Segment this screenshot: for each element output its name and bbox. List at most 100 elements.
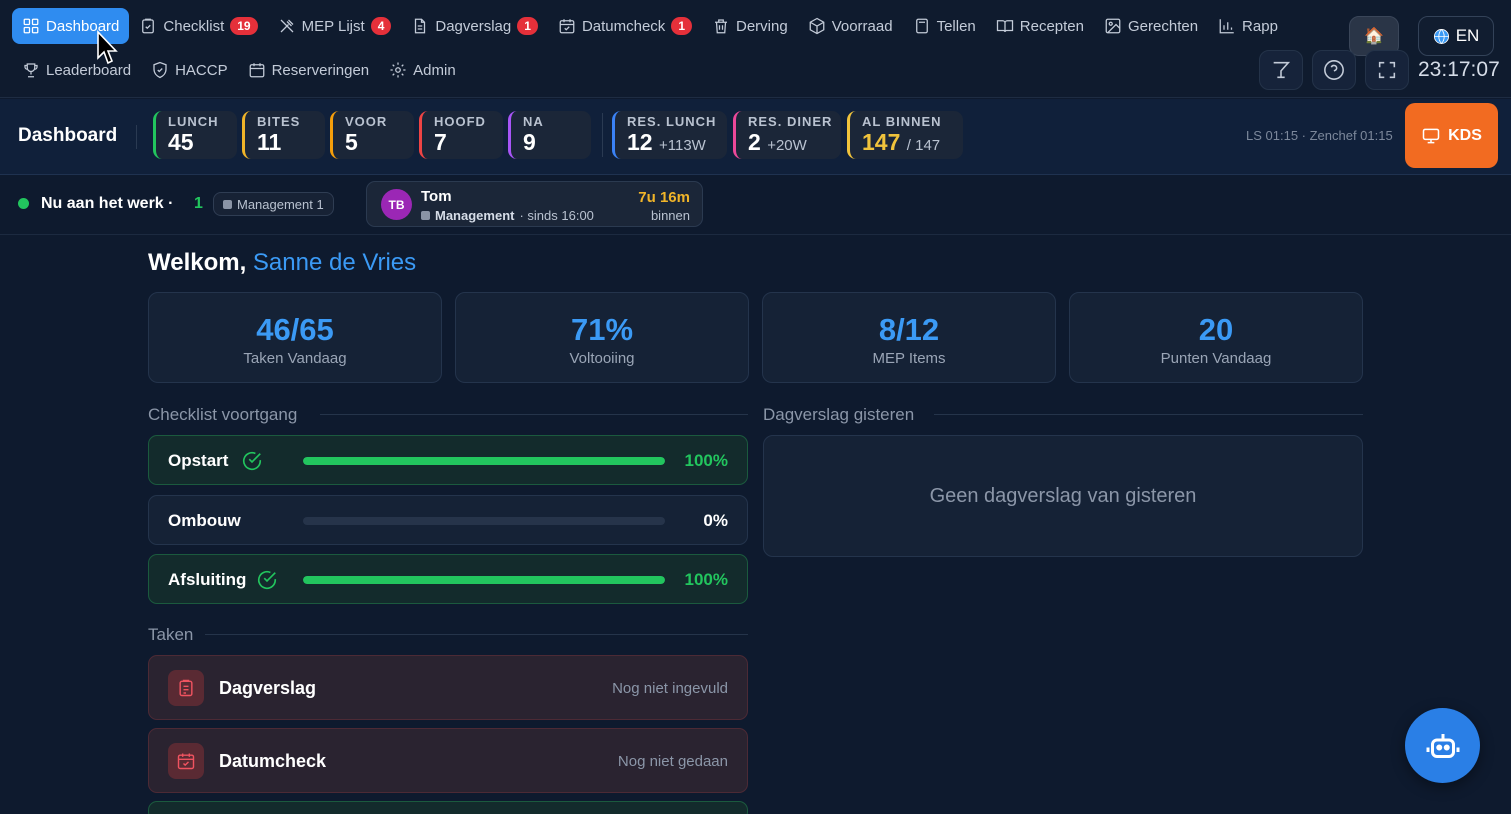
nav-item-dashboard[interactable]: Dashboard — [12, 8, 130, 44]
count-badge: 1 — [517, 17, 538, 35]
gear-icon — [390, 62, 406, 78]
sync-meta: LS 01:15 · Zenchef 01:15 — [1246, 128, 1393, 143]
nav-item-label: Dagverslag — [435, 17, 512, 35]
stat-value-row: 2 +20W — [748, 129, 841, 159]
check-circle-icon — [241, 450, 263, 472]
nav-item-voorraad[interactable]: Voorraad — [798, 8, 903, 44]
progress-fill — [303, 576, 665, 584]
kpi-card-mep-items: 8/12 MEP Items — [762, 292, 1056, 383]
kpi-card-punten-vandaag: 20 Punten Vandaag — [1069, 292, 1363, 383]
stat-sub: +113W — [658, 137, 706, 154]
task-status: Nog niet gedaan — [617, 753, 728, 770]
progress-percent: 0% — [703, 511, 728, 530]
book-open-icon — [996, 20, 1013, 33]
stat-res-lunch: RES. LUNCH 12 +113W — [612, 111, 727, 159]
nav-item-leaderboard[interactable]: Leaderboard — [12, 52, 141, 88]
checklist-row-opstart[interactable]: Opstart 100% — [148, 435, 748, 485]
stat-hoofd: HOOFD 7 — [419, 111, 503, 159]
kds-button[interactable]: KDS — [1405, 103, 1498, 168]
cocktail-filter-icon — [1273, 61, 1291, 79]
nav-item-recepten[interactable]: Recepten — [986, 8, 1094, 44]
robot-icon — [1426, 733, 1459, 758]
divider — [205, 634, 748, 635]
stat-value-row: 45 — [168, 129, 237, 155]
staff-card[interactable]: TB Tom Management · sinds 16:00 7u 16m b… — [366, 181, 703, 227]
stats-bar: Dashboard LUNCH 45 BITES 11 VOOR 5 HOOFD 7 NA 9 RE… — [0, 99, 1511, 175]
clipboard-list-icon — [168, 670, 204, 706]
checklist-row-ombouw[interactable]: Ombouw 0% — [148, 495, 748, 545]
stat-label: NA — [523, 114, 544, 129]
kpi-value: 46/65 — [256, 312, 334, 347]
stat-sub: / 147 — [906, 137, 941, 154]
nav-item-label: Rapp — [1242, 17, 1278, 35]
nav-item-mep-lijst[interactable]: MEP Lijst 4 — [268, 8, 402, 44]
stat-value-row: 12 +113W — [627, 129, 727, 159]
fullscreen-button[interactable] — [1365, 50, 1409, 90]
stat-label: VOOR — [345, 114, 388, 129]
stat-value: 2 — [748, 129, 761, 155]
kpi-value: 20 — [1198, 312, 1234, 347]
kpi-label: Punten Vandaag — [1160, 350, 1272, 367]
stat-label: RES. LUNCH — [627, 114, 717, 129]
stat-lunch: LUNCH 45 — [153, 111, 237, 159]
nav-item-checklist[interactable]: Checklist 19 — [129, 8, 267, 44]
checklist-row-afsluiting[interactable]: Afsluiting 100% — [148, 554, 748, 604]
stat-bites: BITES 11 — [242, 111, 325, 159]
nav-item-dagverslag[interactable]: Dagverslag 1 — [401, 8, 548, 44]
language-button[interactable]: EN — [1418, 16, 1494, 56]
nav-item-label: Recepten — [1019, 17, 1084, 35]
home-button[interactable]: 🏠 — [1349, 16, 1399, 56]
nav-item-label: Reserveringen — [271, 61, 370, 79]
stat-value-row: 5 — [345, 129, 414, 155]
clock: 23:17:07 — [1418, 58, 1500, 81]
department-chip-label: Management 1 — [237, 196, 324, 212]
progress-percent: 100% — [684, 570, 728, 589]
nav-item-haccp[interactable]: HACCP — [141, 52, 238, 88]
nav-item-tellen[interactable]: Tellen — [903, 8, 986, 44]
stat-res-diner: RES. DINER 2 +20W — [733, 111, 841, 159]
nav-item-admin[interactable]: Admin — [379, 52, 466, 88]
department-chip[interactable]: Management 1 — [213, 192, 334, 216]
stat-na: NA 9 — [508, 111, 591, 159]
progress-fill — [303, 457, 665, 465]
nav-item-label: Datumcheck — [581, 17, 666, 35]
stat-value: 11 — [257, 129, 282, 155]
nav-item-label: MEP Lijst — [301, 17, 365, 35]
department-icon — [223, 199, 232, 209]
help-button[interactable] — [1312, 50, 1356, 90]
nav-item-rapp[interactable]: Rapp — [1208, 8, 1288, 44]
bar-chart-icon — [1219, 19, 1234, 34]
checklist-name: Ombouw — [168, 511, 241, 530]
task-item-partial[interactable] — [148, 801, 748, 814]
progress-percent: 100% — [684, 451, 728, 470]
assistant-button[interactable] — [1405, 708, 1480, 783]
clipboard-check-icon — [142, 18, 155, 34]
tasks-section-title: Taken — [148, 625, 194, 644]
welcome-heading: Welkom, Sanne de Vries — [148, 249, 416, 277]
calculator-icon — [915, 18, 928, 34]
nav-item-label: Checklist — [163, 17, 225, 35]
nav-item-datumcheck[interactable]: Datumcheck 1 — [548, 8, 702, 44]
nav-item-gerechten[interactable]: Gerechten — [1094, 8, 1208, 44]
stat-value-row: 9 — [523, 129, 591, 155]
staff-name: Tom — [421, 188, 452, 205]
staff-since: · sinds 16:00 — [519, 208, 594, 223]
nav-row-secondary: Leaderboard HACCP Reserveringen Admin — [12, 52, 466, 88]
kpi-value: 71% — [570, 312, 634, 347]
stat-value-row: 147 / 147 — [862, 129, 963, 159]
progress-bar — [303, 576, 665, 584]
staff-role-name: Management — [435, 208, 515, 223]
nav-item-reserveringen[interactable]: Reserveringen — [238, 52, 380, 88]
calendar-check-icon — [559, 19, 575, 34]
stat-label: HOOFD — [434, 114, 486, 129]
task-item-dagverslag[interactable]: Dagverslag Nog niet ingevuld — [148, 655, 748, 720]
count-badge: 4 — [370, 17, 392, 35]
filter-button[interactable] — [1259, 50, 1303, 90]
nav-item-derving[interactable]: Derving — [702, 8, 798, 44]
task-item-datumcheck[interactable]: Datumcheck Nog niet gedaan — [148, 728, 748, 793]
language-label: EN — [1455, 26, 1480, 45]
kpi-label: Taken Vandaag — [243, 350, 347, 367]
stat-value: 7 — [434, 129, 447, 155]
nav-item-label: Tellen — [936, 17, 976, 35]
divider — [602, 113, 603, 157]
